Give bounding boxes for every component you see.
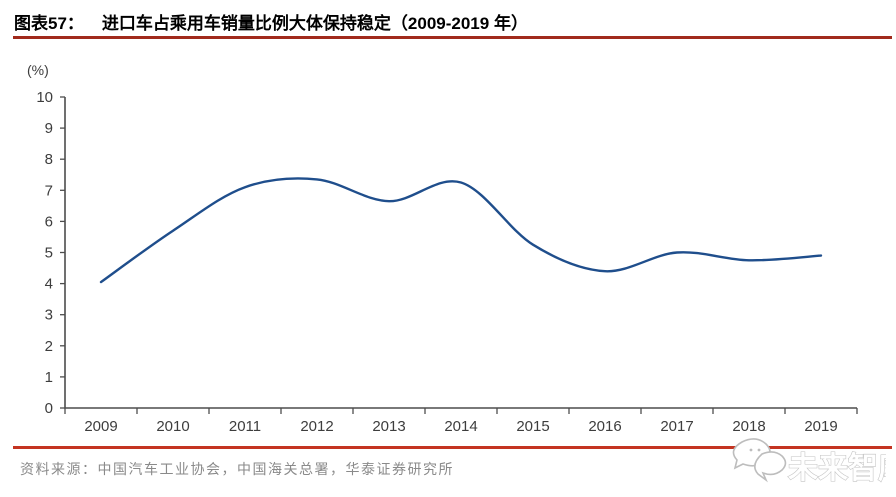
y-tick-label: 3	[45, 307, 53, 324]
x-tick-label: 2017	[660, 418, 693, 435]
y-tick-label: 9	[45, 120, 53, 137]
line-chart: (%) 0 1 2 3 4 5 6 7 8 9 10 2009 2010 2011 2012 2013 201…	[27, 62, 858, 435]
series-line	[99, 177, 823, 284]
y-tick-label: 2	[45, 338, 53, 355]
x-tick-label: 2019	[804, 418, 837, 435]
y-tick-label: 6	[45, 213, 53, 230]
y-tick-label: 8	[45, 151, 53, 168]
x-tick-label: 2011	[229, 418, 261, 435]
y-tick-label: 10	[36, 89, 53, 106]
watermark-text: 未来智库	[788, 452, 886, 485]
y-tick-label: 7	[45, 182, 53, 199]
figure-title: 进口车占乘用车销量比例大体保持稳定（2009-2019 年）	[101, 14, 528, 33]
x-tick-label: 2010	[156, 418, 189, 435]
footer-divider-rule	[13, 446, 892, 449]
chat-bubbles-icon	[732, 438, 787, 483]
y-axis-unit-label: (%)	[27, 62, 49, 78]
source-note: 资料来源：中国汽车工业协会，中国海关总署，华泰证券研究所	[20, 463, 454, 478]
x-tick-label: 2009	[84, 418, 117, 435]
axis-lines	[64, 97, 857, 409]
figure-number-label: 图表57：	[14, 14, 84, 33]
y-tick-label: 5	[45, 245, 53, 262]
figure-title-row: 图表57： 进口车占乘用车销量比例大体保持稳定（2009-2019 年）	[14, 9, 528, 34]
y-tick-label: 4	[45, 276, 53, 293]
x-tick-label: 2016	[588, 418, 621, 435]
y-tick-label: 1	[45, 369, 53, 386]
x-tick-label: 2014	[444, 418, 477, 435]
x-tick-label: 2015	[516, 418, 549, 435]
y-axis: 0 1 2 3 4 5 6 7 8 9 10	[36, 89, 857, 417]
watermark-logo: 未来智库	[732, 438, 886, 486]
title-divider-rule	[13, 36, 892, 39]
x-tick-label: 2018	[732, 418, 765, 435]
x-tick-label: 2012	[300, 418, 333, 435]
y-tick-label: 0	[45, 400, 53, 417]
x-axis: 2009 2010 2011 2012 2013 2014 2015 2016 2017 2018…	[64, 408, 858, 435]
x-tick-label: 2013	[372, 418, 405, 435]
